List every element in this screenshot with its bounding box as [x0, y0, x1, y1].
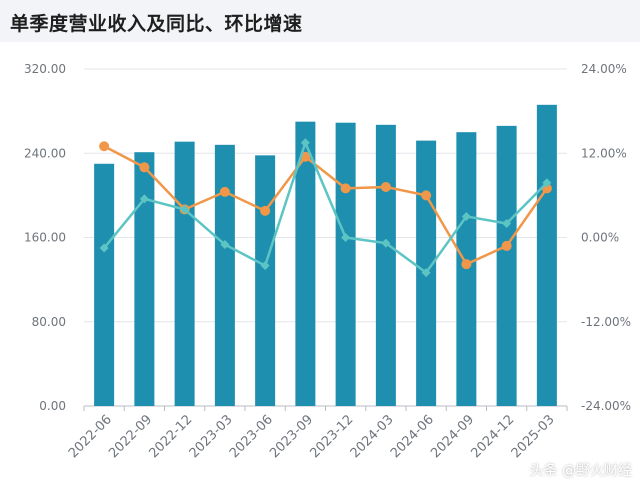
yoy-point	[219, 186, 230, 197]
x-tick-label: 2023-03	[187, 412, 236, 461]
x-tick-label: 2023-12	[307, 412, 356, 461]
qoq-point	[341, 233, 351, 242]
x-tick-label: 2025-03	[509, 412, 558, 461]
x-tick-label: 2023-09	[267, 412, 316, 461]
x-tick-label: 2024-06	[388, 412, 437, 461]
yoy-point	[501, 240, 512, 251]
yoy-point	[421, 190, 432, 201]
y-left-tick-label: 0.00	[39, 399, 66, 413]
bar	[536, 104, 557, 407]
bar	[214, 144, 235, 406]
qoq-point	[542, 178, 552, 188]
x-tick-label: 2024-03	[348, 412, 397, 461]
qoq-point	[220, 240, 230, 250]
qoq-point	[381, 238, 391, 248]
chart-header: 单季度营业收入及同比、环比增速	[0, 0, 640, 43]
qoq-point	[421, 268, 431, 278]
yoy-point	[461, 259, 472, 270]
x-tick-label: 2022-12	[146, 412, 195, 461]
bar	[174, 141, 195, 406]
bar	[496, 125, 517, 407]
y-right-tick-label: -24.00%	[581, 399, 631, 413]
qoq-point	[180, 204, 190, 214]
yoy-line	[103, 145, 548, 266]
chart-area: 0.00 -24.00% 80.00 -12.00% 160.00 0.00% 240.00…	[0, 42, 640, 488]
x-tick-label: 2023-06	[227, 412, 276, 461]
qoq-point	[300, 138, 310, 148]
yoy-point	[99, 141, 110, 152]
bar	[94, 163, 115, 406]
x-tick-label: 2024-09	[428, 412, 477, 461]
y-right-tick-label: 12.00%	[581, 146, 627, 160]
chart-title: 单季度营业收入及同比、环比增速	[10, 13, 303, 35]
revenue-chart: 0.00 -24.00% 80.00 -12.00% 160.00 0.00% 240.00…	[24, 62, 631, 461]
x-tick-label: 2022-06	[66, 412, 115, 461]
bar	[295, 121, 316, 406]
x-tick-label: 2024-12	[468, 412, 517, 461]
qoq-line	[103, 141, 548, 274]
y-left-tick-label: 320.00	[24, 62, 66, 76]
y-right-tick-label: -12.00%	[581, 315, 631, 329]
yoy-point	[260, 205, 271, 216]
y-right-tick-label: 0.00%	[581, 231, 619, 245]
qoq-point	[139, 194, 149, 204]
yoy-point	[340, 183, 351, 194]
qoq-point	[99, 243, 109, 253]
yoy-point	[139, 162, 150, 173]
y-right-tick-label: 24.00%	[581, 62, 627, 76]
y-left-tick-label: 80.00	[32, 315, 66, 329]
bar	[375, 124, 396, 407]
bar	[255, 155, 276, 406]
x-tick-label: 2022-09	[106, 412, 155, 461]
watermark: 头条 @野火财经	[529, 463, 632, 479]
qoq-point	[260, 261, 270, 271]
y-left-tick-label: 160.00	[24, 231, 66, 245]
bar	[335, 122, 356, 406]
qoq-point	[502, 218, 512, 228]
yoy-point	[380, 181, 391, 192]
bar	[134, 152, 155, 406]
qoq-point	[461, 211, 471, 221]
y-left-tick-label: 240.00	[24, 146, 66, 160]
